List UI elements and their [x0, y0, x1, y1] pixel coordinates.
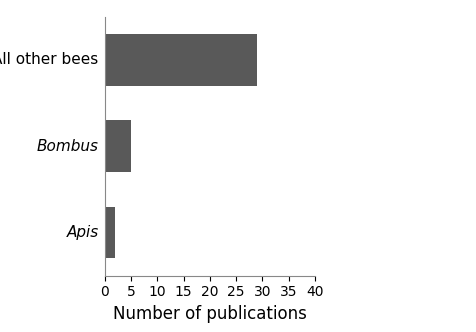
Bar [105, 207, 115, 258]
Text: All other bees: All other bees [0, 52, 99, 67]
X-axis label: Number of publications: Number of publications [113, 305, 306, 323]
Bar [105, 34, 257, 86]
Text: Apis: Apis [66, 225, 99, 240]
Text: Bombus: Bombus [37, 138, 99, 154]
Bar [105, 120, 131, 172]
